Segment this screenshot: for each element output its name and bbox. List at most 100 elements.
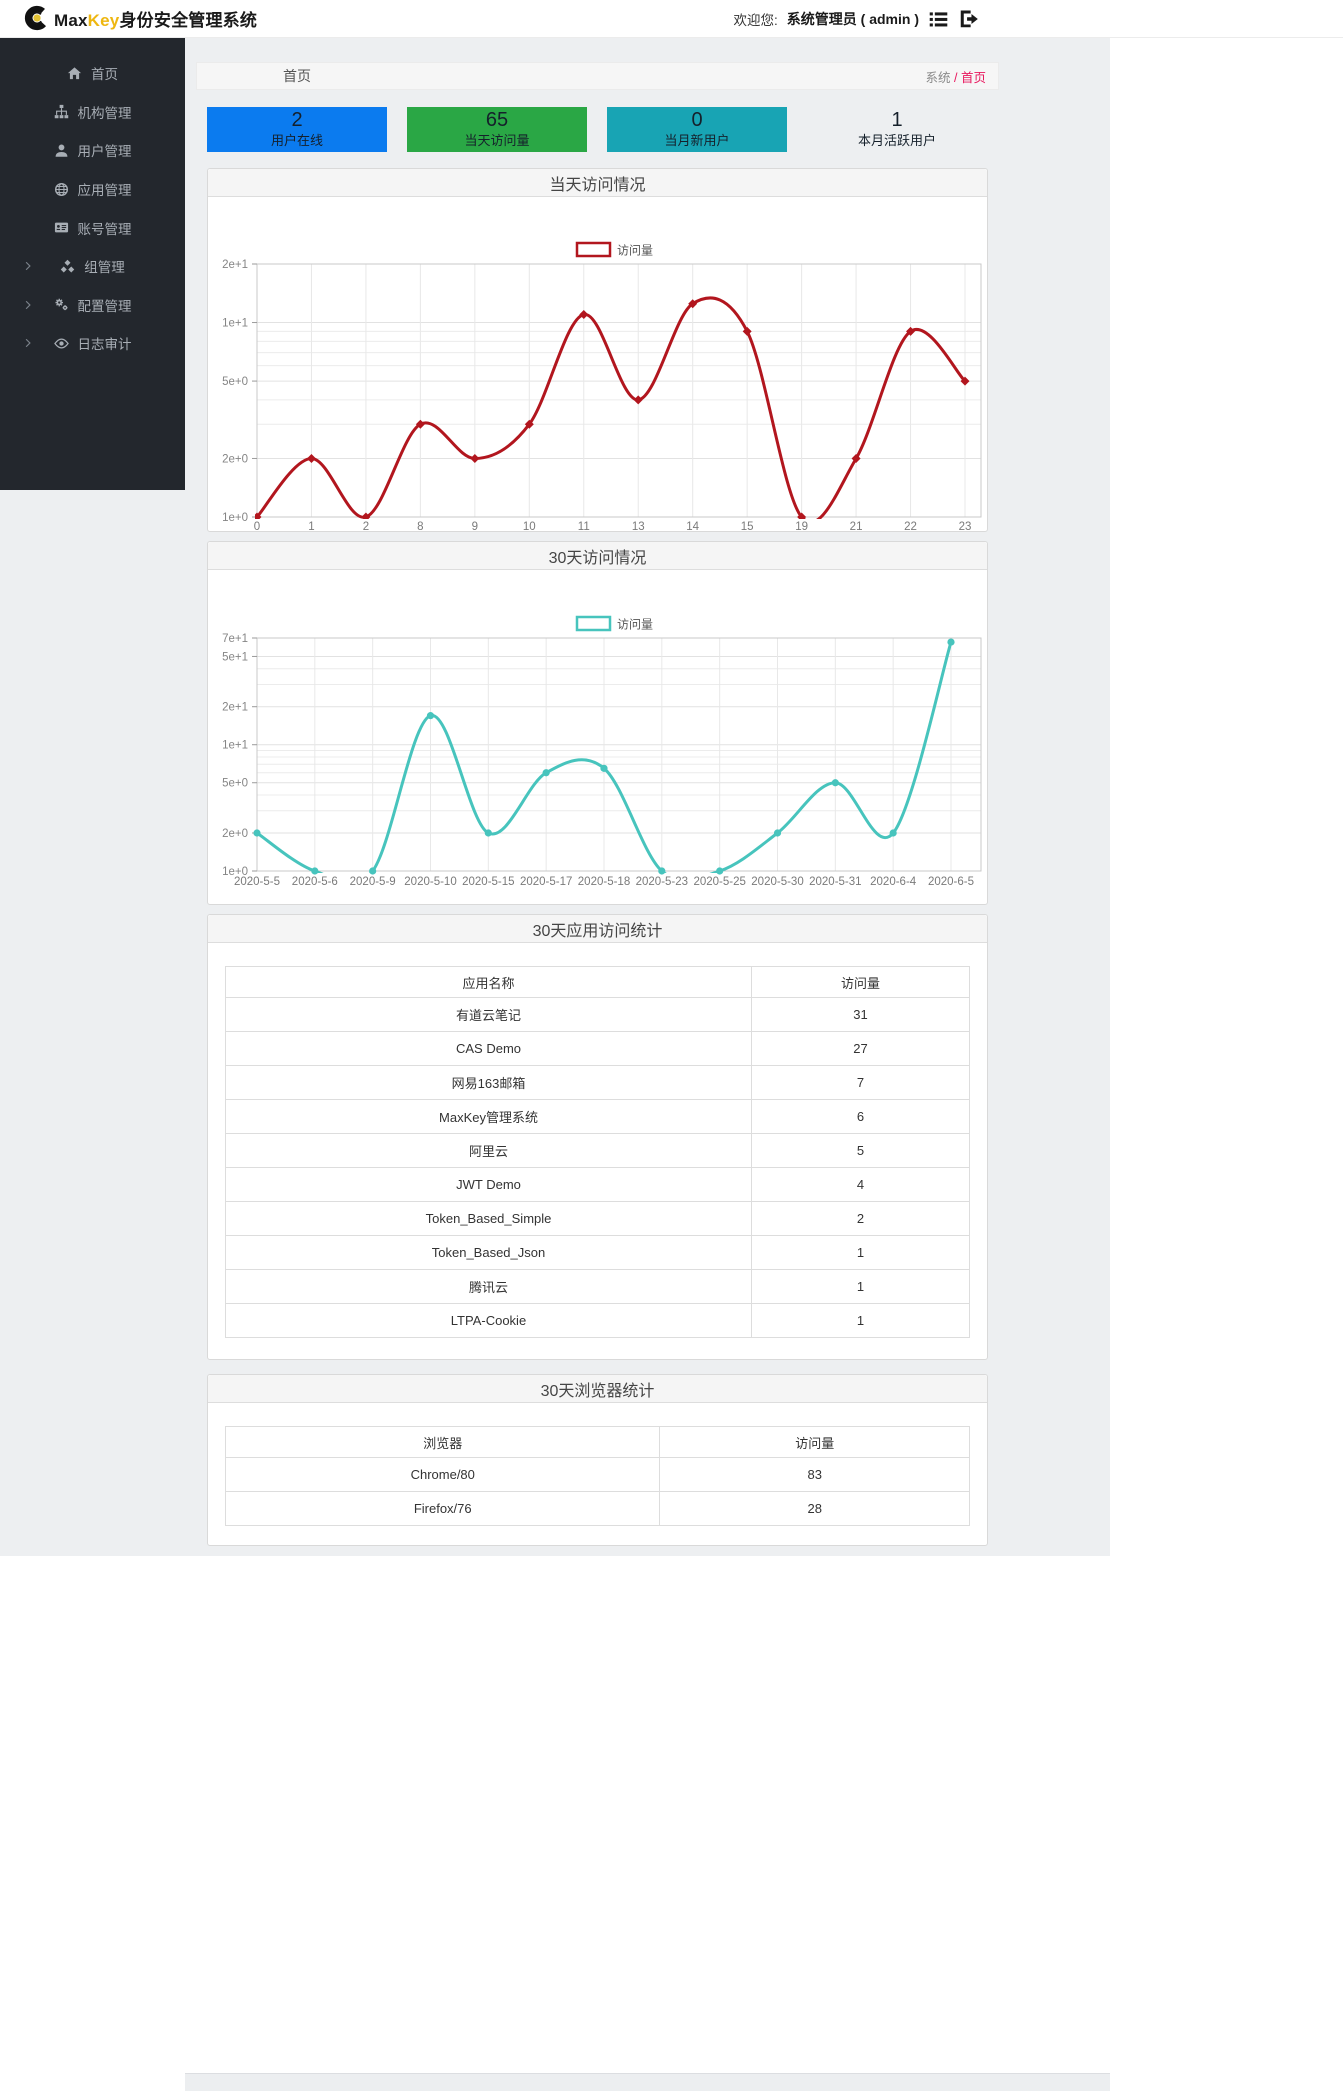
table-cell: CAS Demo [225,1031,752,1066]
gears-icon [55,299,67,311]
bottom-edge-strip [185,2073,1110,2091]
svg-text:2e+1: 2e+1 [222,702,248,714]
sidebar-item-label: 账号管理 [77,221,132,237]
today-visits-chart: 2e+1 1e+1 5e+0 2e+0 1e+0 0 1 2 8 9 10 11 13 14 15 19 21 2… [222,241,982,532]
table-cell: 1 [751,1269,970,1304]
sidebar-item-label: 用户管理 [77,144,132,160]
table-row: Firefox/76 28 [224,1491,970,1526]
svg-text:7e+1: 7e+1 [222,633,248,645]
current-user: 系统管理员 ( admin ) [786,11,919,27]
table-cell: 网易163邮箱 [225,1065,752,1100]
browser-stats-table: 浏览器 访问量 Chrome/80 83 Firefox/76 28 [224,1426,970,1526]
globe-icon [54,182,68,196]
table-cell: 阿里云 [225,1133,752,1168]
table-row: 网易163邮箱 7 [225,1065,970,1100]
welcome-area: 欢迎您: 系统管理员 ( admin ) [734,0,981,38]
table-cell: JWT Demo [225,1167,752,1202]
table-cell: 2 [751,1201,970,1236]
stat-card-1: 2 用户在线 [207,107,387,152]
sidebar-item-label: 组管理 [84,260,125,276]
table-cell: 27 [751,1031,970,1066]
app-access-table: 应用名称 访问量 有道云笔记 31 CAS Demo 27 网易163邮箱 7 MaxKey管理… [225,966,970,1338]
svg-text:访问量: 访问量 [617,618,653,632]
table-cell: 4 [751,1167,970,1202]
table-header-row: 应用名称 访问量 [225,966,970,998]
stat-cards-row: 2 用户在线 65 当天访问量 0 当月新用户 1 本月活跃用户 [207,107,989,152]
page-title: 首页 [283,68,311,84]
table-row: CAS Demo 27 [225,1031,970,1066]
table-row: MaxKey管理系统 6 [225,1099,970,1134]
svg-text:1e+1: 1e+1 [222,740,248,752]
svg-text:13: 13 [632,521,645,532]
column-header: 应用名称 [225,966,752,998]
sidebar-item-3[interactable]: 用户管理 [0,131,185,170]
cubes-icon [61,259,75,273]
chevron-right-icon [25,300,31,310]
sidebar-item-4[interactable]: 应用管理 [0,170,185,209]
sidebar-item-7[interactable]: 配置管理 [0,286,185,325]
svg-text:2020-5-30: 2020-5-30 [751,876,803,888]
svg-text:23: 23 [959,521,972,532]
table-cell: 83 [659,1457,970,1492]
welcome-label: 欢迎您: [733,13,778,28]
svg-text:1e+0: 1e+0 [222,512,248,524]
svg-text:5e+0: 5e+0 [222,778,248,790]
breadcrumb-root[interactable]: 系统 [925,70,951,85]
sidebar-item-8[interactable]: 日志审计 [0,324,185,363]
stat-label: 当天访问量 [464,133,530,148]
svg-text:2020-5-15: 2020-5-15 [462,876,514,888]
svg-text:访问量: 访问量 [617,244,653,258]
stat-value: 0 [691,109,703,131]
logout-icon[interactable] [958,8,980,30]
monthly-visits-panel: 30天访问情况 7e+1 5e+1 2e+1 1e+1 5e+0 2e+0 1e+0 2020… [207,541,988,905]
sidebar-item-6[interactable]: 组管理 [0,247,185,286]
svg-text:5e+1: 5e+1 [222,651,248,663]
stat-card-4: 1 本月活跃用户 [807,107,987,152]
sidebar-item-1[interactable]: 首页 [0,54,185,93]
panel-title: 30天访问情况 [208,542,987,570]
table-row: JWT Demo 4 [225,1167,970,1202]
table-cell: 1 [751,1303,970,1338]
eye-icon [53,338,69,349]
svg-text:2020-5-5: 2020-5-5 [234,876,280,888]
svg-text:15: 15 [741,521,754,532]
svg-text:2020-5-18: 2020-5-18 [578,876,630,888]
app-logo: MaxKey身份安全管理系统 [24,5,257,31]
chevron-right-icon [25,339,31,348]
table-row: LTPA-Cookie 1 [225,1303,970,1338]
svg-text:2e+0: 2e+0 [222,453,248,465]
table-row: 腾讯云 1 [225,1269,970,1304]
sidebar-item-label: 配置管理 [77,298,132,314]
svg-text:2020-5-25: 2020-5-25 [693,876,745,888]
stat-value: 65 [485,109,509,131]
sidebar-nav: 首页机构管理用户管理应用管理账号管理组管理配置管理日志审计 [0,38,185,490]
sidebar-item-label: 首页 [91,67,118,83]
svg-text:2020-5-6: 2020-5-6 [292,876,338,888]
home-icon [67,67,82,79]
table-row: Token_Based_Simple 2 [225,1201,970,1236]
table-cell: Firefox/76 [224,1491,661,1526]
breadcrumb-current[interactable]: 首页 [960,70,986,85]
table-cell: 有道云笔记 [225,997,752,1032]
svg-text:2020-5-9: 2020-5-9 [350,876,396,888]
sidebar-item-2[interactable]: 机构管理 [0,93,185,132]
brand-title: MaxKey身份安全管理系统 [54,10,258,30]
svg-text:9: 9 [472,521,478,532]
table-header-row: 浏览器 访问量 [224,1426,970,1458]
page-header-bar: 首页 系统 / 首页 [196,62,999,90]
sidebar-item-label: 日志审计 [77,337,132,353]
breadcrumb-separator: / [950,70,961,85]
table-cell: 7 [751,1065,970,1100]
svg-text:0: 0 [254,521,260,532]
sidebar-item-5[interactable]: 账号管理 [0,208,185,247]
sidebar-item-label: 应用管理 [77,183,132,199]
table-cell: 1 [751,1235,970,1270]
maxkey-logo-icon [24,5,50,31]
svg-text:10: 10 [523,521,536,532]
column-header: 访问量 [659,1426,970,1458]
app-list-icon[interactable] [928,9,949,30]
svg-text:2020-6-5: 2020-6-5 [928,876,974,888]
top-bar: MaxKey身份安全管理系统 欢迎您: 系统管理员 ( admin ) [0,0,1343,38]
svg-text:14: 14 [686,521,699,532]
